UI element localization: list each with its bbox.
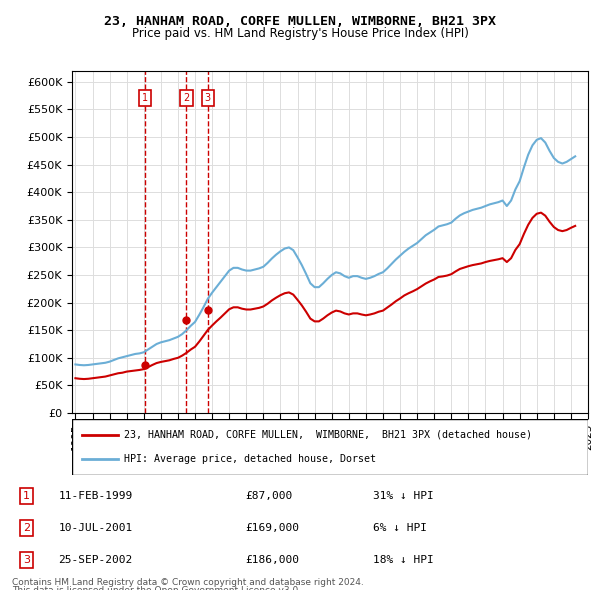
Text: This data is licensed under the Open Government Licence v3.0.: This data is licensed under the Open Gov… [12, 586, 301, 590]
Text: 18% ↓ HPI: 18% ↓ HPI [373, 555, 434, 565]
Text: 1: 1 [23, 491, 30, 501]
Text: 1: 1 [142, 93, 149, 103]
Text: 2: 2 [184, 93, 190, 103]
Text: 2: 2 [23, 523, 30, 533]
Text: 31% ↓ HPI: 31% ↓ HPI [373, 491, 434, 501]
Text: £169,000: £169,000 [245, 523, 299, 533]
FancyBboxPatch shape [72, 419, 588, 475]
Text: 25-SEP-2002: 25-SEP-2002 [59, 555, 133, 565]
Text: 6% ↓ HPI: 6% ↓ HPI [373, 523, 427, 533]
Text: 23, HANHAM ROAD, CORFE MULLEN,  WIMBORNE,  BH21 3PX (detached house): 23, HANHAM ROAD, CORFE MULLEN, WIMBORNE,… [124, 430, 532, 440]
Text: Contains HM Land Registry data © Crown copyright and database right 2024.: Contains HM Land Registry data © Crown c… [12, 578, 364, 587]
Text: 3: 3 [23, 555, 30, 565]
Text: £87,000: £87,000 [245, 491, 292, 501]
Text: 3: 3 [205, 93, 211, 103]
Text: HPI: Average price, detached house, Dorset: HPI: Average price, detached house, Dors… [124, 454, 376, 464]
Text: 10-JUL-2001: 10-JUL-2001 [59, 523, 133, 533]
Text: 23, HANHAM ROAD, CORFE MULLEN, WIMBORNE, BH21 3PX: 23, HANHAM ROAD, CORFE MULLEN, WIMBORNE,… [104, 15, 496, 28]
Text: 11-FEB-1999: 11-FEB-1999 [59, 491, 133, 501]
Text: Price paid vs. HM Land Registry's House Price Index (HPI): Price paid vs. HM Land Registry's House … [131, 27, 469, 40]
Text: £186,000: £186,000 [245, 555, 299, 565]
